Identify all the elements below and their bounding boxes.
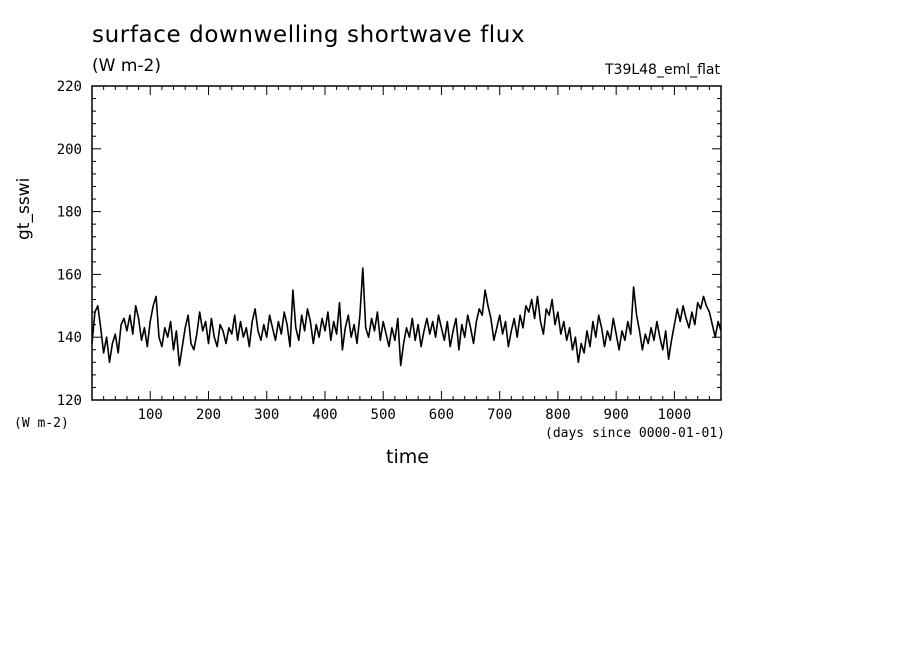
y-tick-label: 200 [57, 142, 82, 158]
series-line [91, 267, 722, 367]
x-tick-label: 400 [312, 407, 337, 423]
x-tick-label: 600 [429, 407, 454, 423]
run-label: T39L48_eml_flat [604, 62, 720, 78]
x-tick-label: 200 [196, 407, 221, 423]
x-tick-label: 800 [545, 407, 570, 423]
y-tick-label: 180 [57, 205, 82, 221]
y-axis-unit: (W m-2) [14, 416, 69, 431]
x-tick-label: 300 [254, 407, 279, 423]
x-tick-label: 100 [138, 407, 163, 423]
x-axis-label: time [386, 446, 429, 468]
axis-ticks [92, 86, 721, 400]
x-axis-unit: (days since 0000-01-01) [545, 426, 726, 441]
plot-frame [91, 85, 722, 401]
chart-title: surface downwelling shortwave flux [92, 22, 526, 48]
x-tick-label: 1000 [658, 407, 692, 423]
x-tick-label: 500 [371, 407, 396, 423]
tick-labels: 100 200 300 400 500 600 700 800 900 1000 120 140 160… [57, 79, 692, 423]
x-tick-label: 700 [487, 407, 512, 423]
y-tick-label: 220 [57, 79, 82, 95]
y-tick-label: 140 [57, 330, 82, 346]
x-tick-label: 900 [604, 407, 629, 423]
chart-subtitle-unit: (W m-2) [92, 56, 161, 76]
y-tick-label: 120 [57, 393, 82, 409]
y-tick-label: 160 [57, 267, 82, 283]
